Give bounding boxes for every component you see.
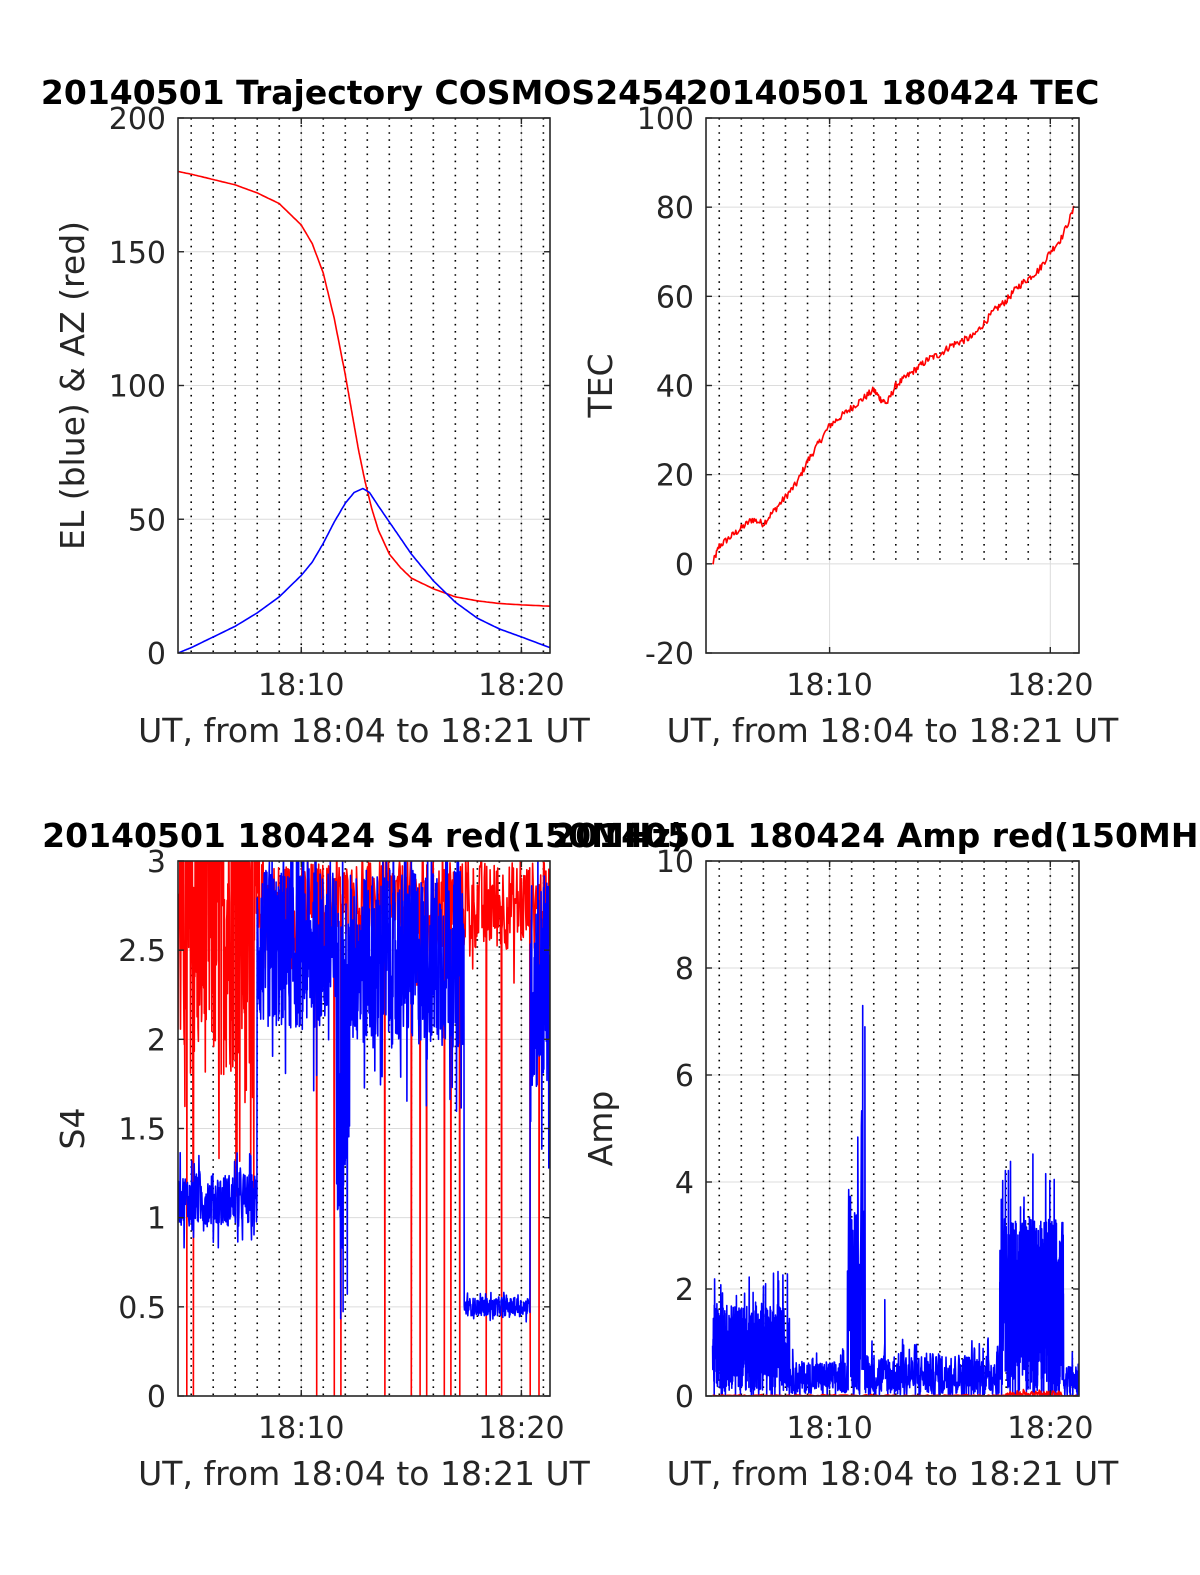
x-tick-label: 18:10 [786,668,872,703]
y-tick-label: 10 [656,845,694,880]
x-axis-label: UT, from 18:04 to 18:21 UT [667,1454,1120,1493]
chart-title: 20140501 180424 Amp red(150MHz) [552,816,1200,855]
y-tick-label: 200 [109,102,166,137]
y-tick-label: 60 [656,280,694,315]
y-tick-label: 80 [656,191,694,226]
y-axis-label: TEC [581,353,620,418]
y-tick-label: 1.5 [118,1113,166,1148]
y-tick-label: 8 [675,952,694,987]
y-tick-label: 2 [147,1023,166,1058]
chart-panel-1: 0 50 100 150 200 18:10 18:20 UT, from 18:04 to … [41,73,687,750]
series-line-blue [178,861,550,1323]
series-line-az [178,170,550,607]
y-tick-label: 100 [637,102,694,137]
y-tick-label: 3 [147,845,166,880]
chart-panel-3: 0 0.5 1 1.5 2 2.5 3 18:10 18:20 UT, from 18:04 to… [42,816,686,1493]
y-tick-label: -20 [645,637,694,672]
y-axis-label: S4 [53,1108,92,1150]
y-tick-label: 40 [656,370,694,405]
chart-panel-4: 0 2 4 6 8 10 18:10 18:20 UT, from 18:04 to 18:21… [552,816,1200,1493]
chart-title: 20140501 180424 S4 red(150MHz) [42,816,686,855]
x-tick-label: 18:10 [258,668,344,703]
y-tick-label: 0 [147,637,166,672]
x-tick-label: 18:20 [1007,668,1093,703]
y-tick-label: 20 [656,459,694,494]
y-axis-label: Amp [581,1091,620,1167]
x-axis-label: UT, from 18:04 to 18:21 UT [667,711,1120,750]
series-group [178,861,550,1396]
y-tick-label: 1 [147,1202,166,1237]
x-tick-label: 18:20 [478,668,564,703]
x-tick-label: 18:10 [258,1411,344,1446]
y-tick-label: 150 [109,236,166,271]
series-group [178,170,550,653]
chart-title: 20140501 180424 TEC [686,73,1100,112]
y-axis-label: EL (blue) & AZ (red) [53,221,92,550]
x-tick-label: 18:10 [786,1411,872,1446]
series-line-el [178,487,550,653]
y-tick-label: 0 [675,548,694,583]
y-tick-label: 2.5 [118,934,166,969]
x-axis-label: UT, from 18:04 to 18:21 UT [138,711,591,750]
x-tick-label: 18:20 [1007,1411,1093,1446]
chart-title: 20140501 Trajectory COSMOS2454 [41,73,687,112]
y-tick-label: 100 [109,370,166,405]
series-line-blue [711,1004,1079,1396]
y-tick-label: 0.5 [118,1291,166,1326]
y-tick-label: 50 [128,503,166,538]
y-tick-label: 0 [147,1380,166,1415]
y-tick-label: 6 [675,1059,694,1094]
series-line-tec [711,205,1076,565]
y-tick-label: 4 [675,1166,694,1201]
series-group [711,205,1076,565]
y-tick-label: 2 [675,1273,694,1308]
y-tick-label: 0 [675,1380,694,1415]
x-tick-label: 18:20 [478,1411,564,1446]
axes-box [705,860,1080,1397]
chart-panel-2: -20 0 20 40 60 80 100 18:10 18:20 UT, from 18:04 … [581,73,1119,750]
x-axis-label: UT, from 18:04 to 18:21 UT [138,1454,591,1493]
